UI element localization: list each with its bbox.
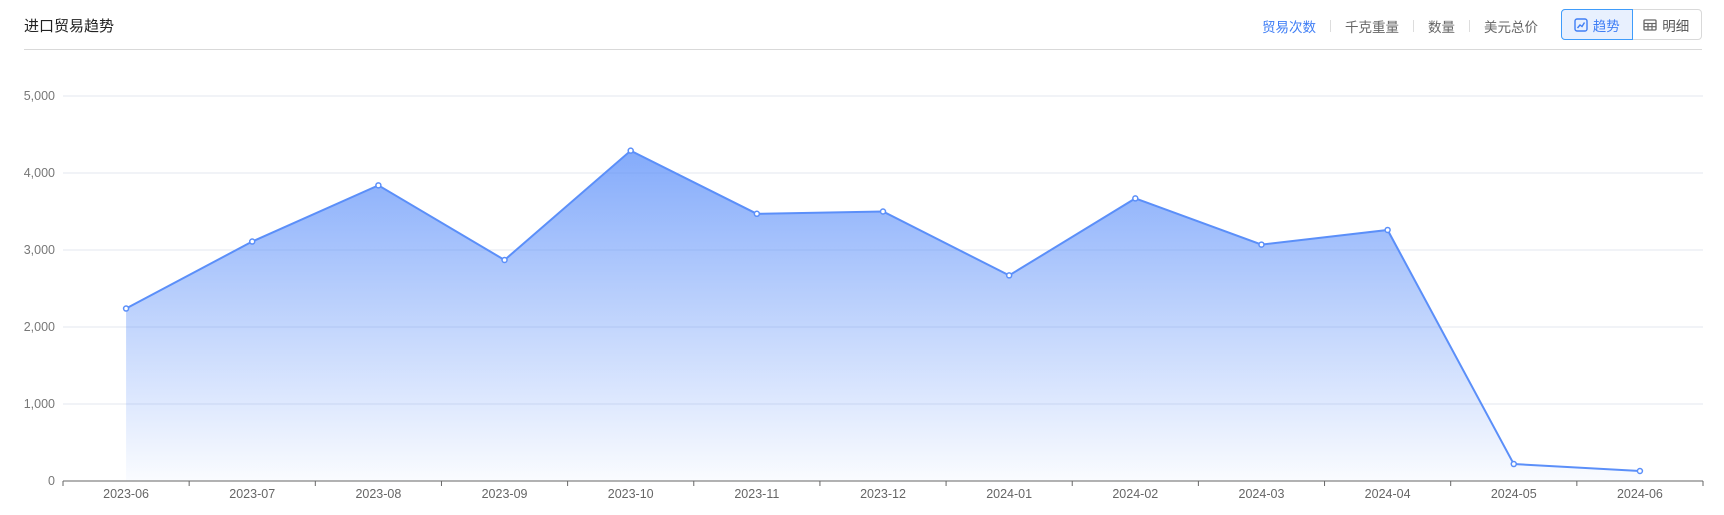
x-tick-label: 2023-08 [355, 487, 401, 501]
x-tick-label: 2023-12 [860, 487, 906, 501]
metric-tabs: 贸易次数 千克重量 数量 美元总价 [1248, 16, 1552, 36]
x-tick-label: 2023-10 [608, 487, 654, 501]
x-tick-label: 2023-06 [103, 487, 149, 501]
y-tick-label: 3,000 [24, 243, 55, 257]
x-tick-label: 2024-02 [1112, 487, 1158, 501]
data-point [627, 147, 634, 154]
data-point [1384, 226, 1391, 234]
data-point [122, 305, 130, 312]
data-point [248, 238, 256, 245]
x-tick-label: 2023-09 [482, 487, 528, 501]
view-toggle: 趋势 明细 [1561, 9, 1702, 40]
table-icon [1643, 18, 1657, 31]
y-tick-label: 4,000 [24, 166, 55, 180]
data-point [879, 208, 887, 215]
data-point [1005, 272, 1013, 279]
line-chart-icon [1574, 17, 1588, 32]
page-title: 进口贸易趋势 [24, 18, 115, 35]
data-point [1132, 195, 1139, 202]
tab-trade-count[interactable]: 贸易次数 [1262, 20, 1316, 35]
data-point [375, 182, 382, 189]
trend-view-button[interactable]: 趋势 [1561, 9, 1633, 40]
tab-separator [1469, 20, 1470, 32]
data-point [753, 210, 761, 218]
series-line [125, 149, 1640, 472]
area-fill [126, 150, 1640, 482]
y-tick-label: 2,000 [24, 320, 55, 334]
x-tick-label: 2023-11 [734, 487, 779, 501]
x-tick-label: 2024-03 [1239, 487, 1285, 501]
detail-view-button[interactable]: 明细 [1632, 10, 1702, 39]
x-tick-label: 2023-07 [229, 487, 275, 501]
tab-weight-kg[interactable]: 千克重量 [1345, 20, 1399, 35]
data-point [1636, 467, 1644, 475]
y-tick-label: 1,000 [24, 397, 55, 411]
tab-separator [1413, 20, 1414, 32]
header-divider [24, 49, 1702, 50]
detail-view-label: 明细 [1662, 18, 1690, 34]
y-tick-label: 0 [48, 474, 55, 488]
tab-separator [1330, 20, 1331, 32]
x-tick-label: 2024-01 [986, 487, 1032, 501]
y-tick-label: 5,000 [24, 89, 55, 103]
x-tick-label: 2024-04 [1365, 487, 1411, 501]
data-point [1258, 241, 1265, 248]
x-tick-label: 2024-05 [1491, 487, 1537, 501]
x-tick-label: 2024-06 [1617, 487, 1663, 501]
data-point [1510, 460, 1518, 468]
tab-quantity[interactable]: 数量 [1428, 20, 1455, 35]
tab-usd-total[interactable]: 美元总价 [1484, 20, 1538, 35]
trend-view-label: 趋势 [1592, 18, 1620, 34]
data-point [501, 256, 508, 264]
